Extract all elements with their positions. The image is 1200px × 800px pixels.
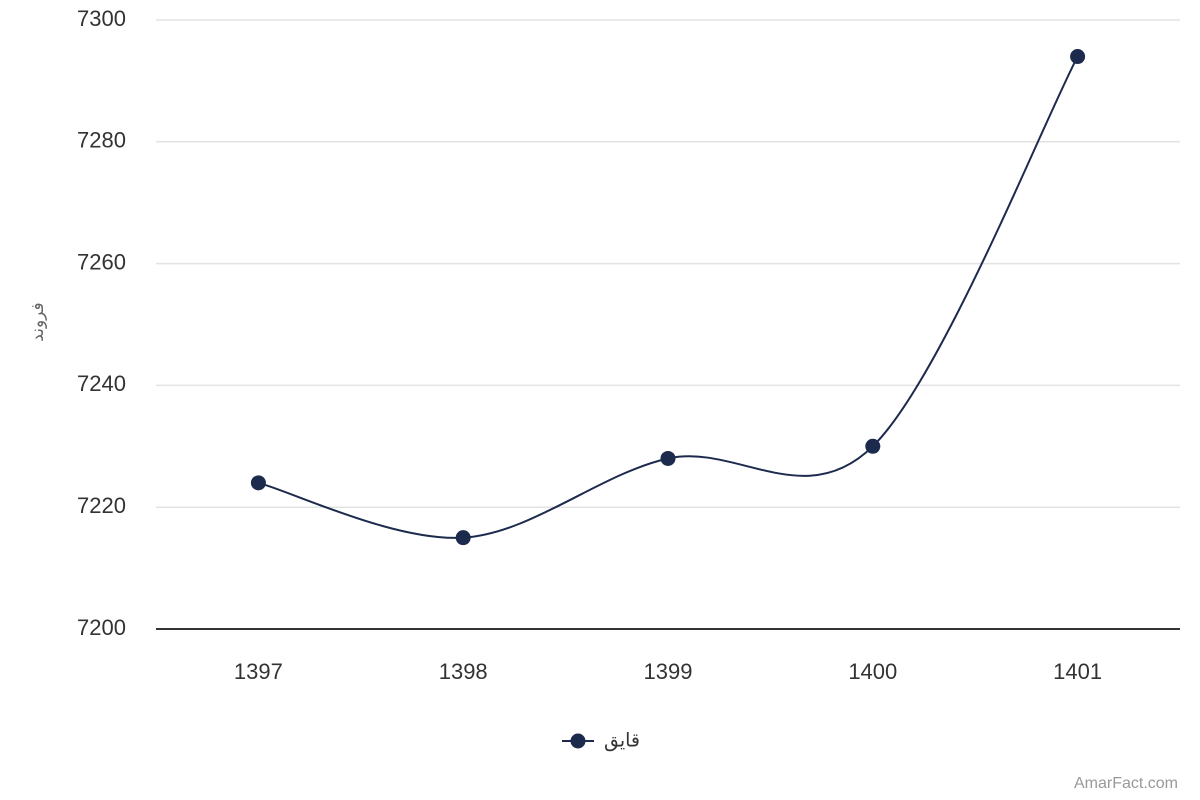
x-tick-label: 1399 bbox=[644, 659, 693, 684]
point bbox=[455, 530, 471, 546]
credit: AmarFact.com bbox=[1074, 775, 1178, 792]
legend: قایق bbox=[562, 730, 640, 752]
point bbox=[1070, 49, 1086, 65]
y-tick-label: 7260 bbox=[77, 249, 126, 274]
y-tick-label: 7200 bbox=[77, 615, 126, 640]
point bbox=[865, 438, 881, 454]
point bbox=[250, 475, 266, 491]
line bbox=[258, 56, 1079, 539]
y-tick-label: 7240 bbox=[77, 371, 126, 396]
y-tick-label: 7280 bbox=[77, 128, 126, 153]
x-tick-label: 1400 bbox=[848, 659, 897, 684]
point bbox=[660, 450, 676, 466]
x-tick-label: 1401 bbox=[1053, 659, 1102, 684]
y-axis-label: فروند bbox=[28, 302, 48, 341]
y-tick-label: 7220 bbox=[77, 493, 126, 518]
x-tick-label: 1398 bbox=[439, 659, 488, 684]
legend-marker bbox=[570, 733, 586, 749]
y-tick-label: 7300 bbox=[77, 6, 126, 31]
x-tick-label: 1397 bbox=[234, 659, 283, 684]
legend-label: قایق bbox=[604, 730, 640, 752]
